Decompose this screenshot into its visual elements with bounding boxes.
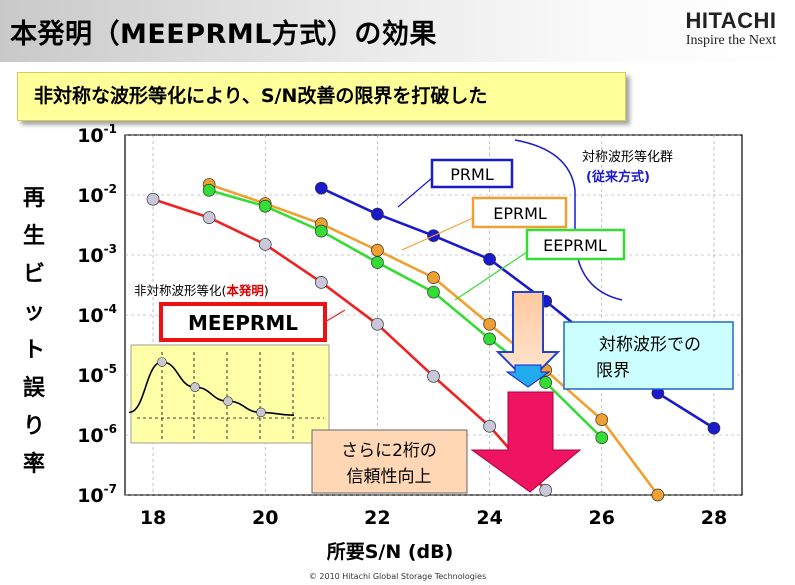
headline-banner: 非対称な波形等化により、S/N改善の限界を打破した bbox=[17, 72, 626, 121]
improve-box: さらに2桁の 信頼性向上 bbox=[311, 429, 468, 494]
improve-arrow bbox=[470, 391, 582, 493]
limit-line1: 対称波形での bbox=[599, 335, 701, 355]
data-point-eprml bbox=[651, 488, 665, 502]
y-tick-label: 10-6 bbox=[77, 422, 117, 447]
data-point-eprml bbox=[371, 243, 384, 257]
x-tick-label: 18 bbox=[140, 507, 166, 529]
x-tick-label: 20 bbox=[252, 507, 278, 529]
data-point-meeprml bbox=[314, 276, 328, 289]
sym-group-label: 対称波形等化群 bbox=[582, 149, 673, 165]
data-point-meeprml bbox=[539, 483, 553, 497]
improve-line2: 信頼性向上 bbox=[347, 467, 432, 487]
y-tick-label: 10-5 bbox=[77, 362, 117, 387]
data-point-meeprml bbox=[202, 211, 216, 224]
data-point-eeprml bbox=[427, 285, 440, 299]
title-bar: 本発明（MEEPRML方式）の効果 HITACHI Inspire the Ne… bbox=[0, 0, 795, 62]
meeprml-callout: MEEPRML bbox=[159, 302, 346, 342]
data-point-eeprml bbox=[258, 199, 272, 213]
data-point-eeprml bbox=[539, 376, 553, 389]
limit-line2: 限界 bbox=[596, 361, 630, 381]
y-tick-label: 10-7 bbox=[77, 482, 117, 507]
prml-callout: PRML bbox=[397, 158, 514, 208]
asym-label: 非対称波形等化(本発明) bbox=[134, 283, 269, 298]
data-point-prml bbox=[483, 252, 496, 266]
group-brace bbox=[514, 139, 623, 301]
data-point-prml bbox=[371, 207, 384, 221]
y-tick-label: 10-1 bbox=[77, 122, 117, 147]
eeprml-callout: EEPRML bbox=[454, 228, 626, 301]
eprml-label: EPRML bbox=[493, 204, 547, 223]
y-tick-label: 10-2 bbox=[77, 182, 117, 207]
inset-waveform bbox=[128, 344, 330, 444]
y-axis-label: 再生ビット誤り率 bbox=[22, 186, 45, 477]
meeprml-label: MEEPRML bbox=[188, 311, 298, 335]
improve-line1: さらに2桁の bbox=[341, 441, 437, 461]
limit-box: 対称波形での 限界 bbox=[563, 321, 734, 390]
eprml-callout: EPRML bbox=[401, 196, 568, 251]
x-tick-label: 24 bbox=[476, 507, 502, 529]
logo-tagline: Inspire the Next bbox=[685, 33, 777, 48]
limit-arrow bbox=[495, 291, 561, 388]
data-point-prml bbox=[314, 181, 328, 195]
data-point-meeprml bbox=[483, 419, 496, 433]
x-tick-label: 26 bbox=[589, 507, 615, 529]
series-line-meeprml bbox=[152, 197, 547, 492]
y-tick-label: 10-4 bbox=[77, 302, 117, 327]
data-point-meeprml bbox=[258, 238, 272, 251]
prml-label: PRML bbox=[450, 165, 494, 184]
page-title: 本発明（MEEPRML方式）の効果 bbox=[10, 19, 437, 50]
inset-sample-point bbox=[256, 407, 266, 418]
y-tick-label: 10-3 bbox=[77, 242, 117, 267]
data-point-prml bbox=[707, 421, 721, 435]
inset-sample-point bbox=[223, 396, 233, 407]
data-point-eeprml bbox=[595, 431, 609, 445]
eeprml-label: EEPRML bbox=[543, 236, 607, 255]
tick-labels: 18 20 22 24 26 28 10-1 10-2 10-3 10-4 10-5 10-6 10-7 bbox=[77, 122, 727, 529]
data-point-eeprml bbox=[314, 224, 328, 238]
data-point-eeprml bbox=[371, 256, 384, 269]
inset-sample-point bbox=[157, 357, 167, 367]
data-point-meeprml bbox=[146, 192, 160, 206]
series-meeprml bbox=[146, 192, 553, 497]
x-tick-label: 22 bbox=[364, 507, 390, 529]
inset-sample-point bbox=[190, 382, 200, 393]
data-point-eprml bbox=[595, 413, 609, 427]
hitachi-logo: HITACHI bbox=[685, 8, 777, 33]
data-point-eprml bbox=[483, 317, 496, 331]
inset-curve bbox=[128, 357, 295, 418]
data-point-meeprml bbox=[427, 369, 440, 383]
data-point-eeprml bbox=[202, 183, 216, 197]
data-point-eeprml bbox=[483, 332, 496, 346]
x-tick-label: 28 bbox=[701, 507, 727, 529]
sym-group-sub: (従来方式) bbox=[586, 169, 650, 185]
data-point-eprml bbox=[427, 271, 440, 284]
data-point-meeprml bbox=[371, 317, 384, 331]
x-axis-label: 所要S/N (dB) bbox=[327, 541, 454, 563]
copyright-footer: © 2010 Hitachi Global Storage Technologi… bbox=[308, 572, 487, 581]
